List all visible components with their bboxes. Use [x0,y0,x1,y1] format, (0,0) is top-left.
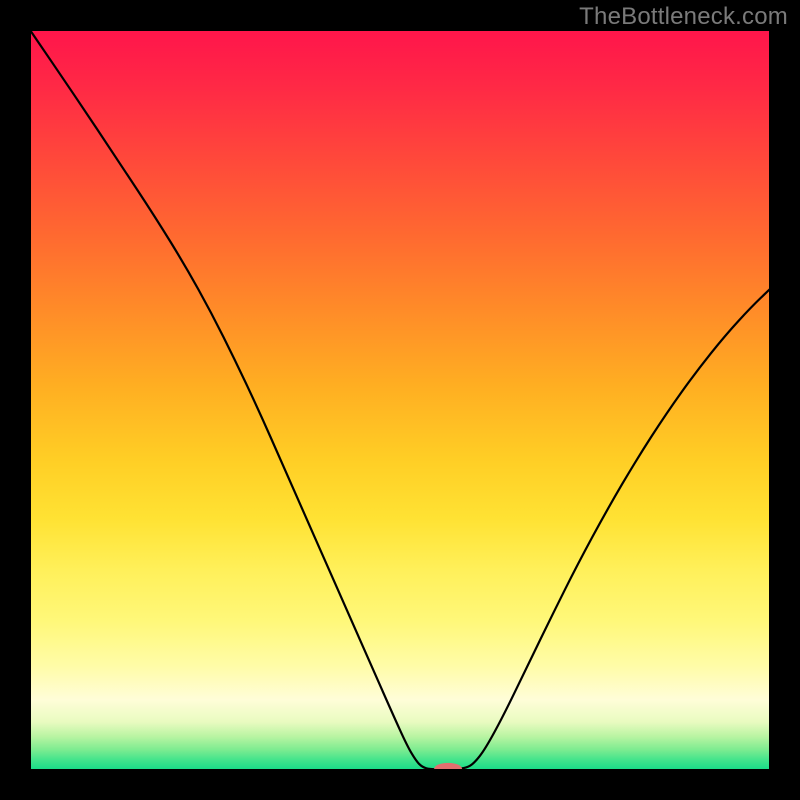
chart-area [30,30,770,770]
gradient-background [30,30,770,770]
watermark-text: TheBottleneck.com [579,3,788,31]
chart-svg [30,30,770,770]
